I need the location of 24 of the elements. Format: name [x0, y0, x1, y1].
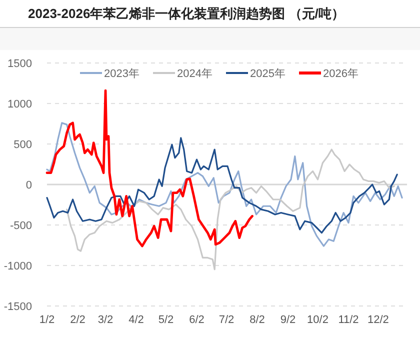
xtick: 5/2 — [158, 314, 174, 326]
xtick: 2/2 — [70, 314, 86, 326]
ytick: -1500 — [4, 301, 32, 313]
legend: 2024年 — [177, 68, 212, 80]
xtick: 7/2 — [218, 314, 234, 326]
xtick: 8/2 — [250, 314, 265, 326]
xtick: 12/2 — [368, 314, 389, 326]
xtick: 3/2 — [98, 314, 114, 326]
ytick: 500 — [14, 139, 32, 151]
xtick: 1/2 — [39, 314, 55, 326]
legend: 2026年 — [323, 68, 358, 80]
xtick: 4/2 — [128, 314, 144, 326]
ytick: 1000 — [8, 98, 32, 110]
legend: 2025年 — [250, 68, 286, 80]
title: 2023-2026年苯乙烯非一体化装置利润趋势图 （元/吨） — [28, 6, 344, 21]
ytick: 0 — [26, 180, 32, 192]
ytick: -1000 — [4, 260, 32, 272]
xtick: 9/2 — [280, 314, 296, 326]
xtick: 6/2 — [189, 314, 204, 326]
xtick: 11/2 — [338, 314, 359, 326]
legend: 2023年 — [104, 68, 140, 80]
ytick: 1500 — [8, 58, 32, 70]
xtick: 10/2 — [307, 314, 328, 326]
ytick: -500 — [10, 220, 32, 232]
